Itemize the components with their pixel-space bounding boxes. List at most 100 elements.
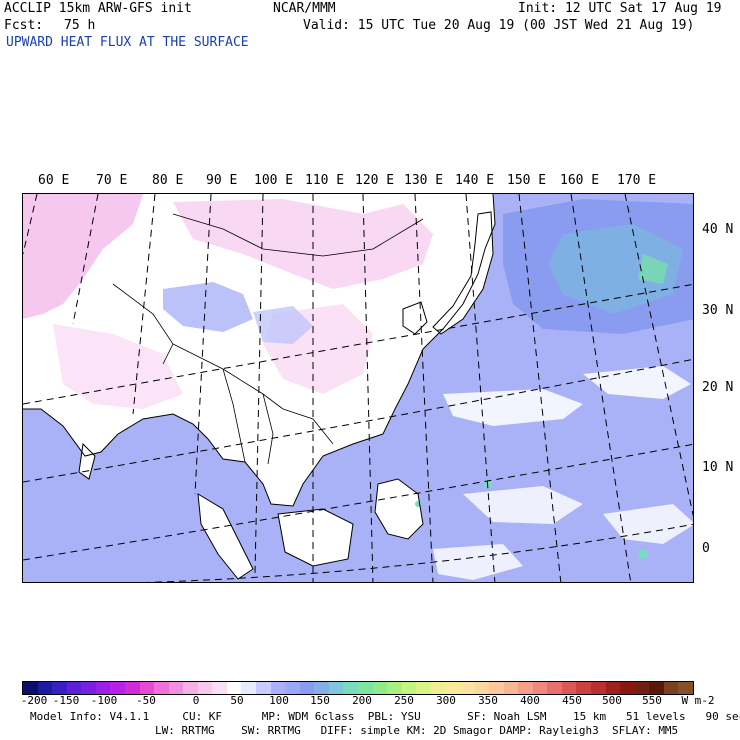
colorbar-swatch [576, 682, 591, 694]
colorbar-tick: 50 [230, 694, 244, 707]
low-flux-patch [603, 504, 693, 544]
colorbar-swatch [328, 682, 344, 694]
colorbar-tick: 150 [310, 694, 330, 707]
colorbar-tick: -100 [90, 694, 118, 707]
lat-label: 0 [702, 541, 710, 556]
island-land [198, 494, 253, 579]
island-land [375, 479, 423, 539]
colorbar-swatch [649, 682, 664, 694]
high-flux-core [548, 224, 683, 314]
island-land [278, 509, 353, 566]
colorbar-swatch [357, 682, 373, 694]
colorbar-swatch [241, 682, 256, 694]
colorbar-swatch [226, 682, 242, 694]
low-flux-patch [433, 544, 523, 580]
colorbar-swatch [52, 682, 67, 694]
model-title: ACCLIP 15km ARW-GFS init [4, 1, 192, 16]
colorbar-swatch [372, 682, 388, 694]
colorbar-swatch [124, 682, 140, 694]
colorbar-swatch [547, 682, 562, 694]
colorbar-tick: 200 [352, 694, 372, 707]
colorbar-swatch [503, 682, 519, 694]
island-land [433, 212, 493, 334]
colorbar-swatch [590, 682, 606, 694]
colorbar-swatch [212, 682, 227, 694]
plateau-flux-patch [163, 282, 253, 332]
color-scale-bar [22, 681, 694, 695]
colorbar-swatch [620, 682, 635, 694]
low-flux-patch [583, 366, 691, 399]
colorbar-swatch [445, 682, 460, 694]
colorbar-swatch [416, 682, 431, 694]
lat-label: 30 N [702, 303, 734, 318]
negative-flux-area [23, 194, 143, 319]
high-flux-core [638, 254, 668, 284]
colorbar-tick: 400 [520, 694, 540, 707]
country-borders [112, 213, 424, 465]
colorbar-swatch [139, 682, 155, 694]
flux-map [23, 194, 693, 582]
colorbar-swatch [183, 682, 198, 694]
colorbar-swatch [256, 682, 271, 694]
colorbar-swatch [430, 682, 446, 694]
colorbar-swatch [110, 682, 125, 694]
lon-label: 60 E [38, 173, 70, 188]
colorbar-swatch [401, 682, 417, 694]
lon-label: 130 E [404, 173, 444, 188]
negative-flux-area [173, 199, 433, 289]
colorbar-tick: -50 [136, 694, 156, 707]
lon-label: 90 E [206, 173, 238, 188]
colorbar-swatch [154, 682, 169, 694]
colorbar-tick: 550 [642, 694, 662, 707]
colorbar-swatch [197, 682, 213, 694]
colorbar-swatch [81, 682, 96, 694]
init-time: Init: 12 UTC Sat 17 Aug 19 [518, 1, 722, 16]
colorbar-swatch [663, 682, 679, 694]
colorbar-tick: 100 [269, 694, 289, 707]
colorbar-swatch [95, 682, 111, 694]
convective-cell [638, 549, 648, 559]
colorbar-swatch [343, 682, 358, 694]
colorbar-swatch [66, 682, 82, 694]
colorbar-swatch [678, 682, 693, 694]
lat-label: 40 N [702, 222, 734, 237]
colorbar-tick: -150 [52, 694, 80, 707]
colorbar-swatch [634, 682, 650, 694]
colorbar-swatch [270, 682, 286, 694]
map-panel [22, 193, 694, 583]
coastlines [23, 194, 496, 580]
lon-label: 150 E [507, 173, 547, 188]
colorbar-tick: 350 [478, 694, 498, 707]
lon-label: 110 E [305, 173, 345, 188]
colorbar-tick: 0 [192, 694, 200, 707]
colorbar-swatch [285, 682, 300, 694]
colorbar-tick: 500 [602, 694, 622, 707]
colorbar-swatch [605, 682, 621, 694]
field-title: UPWARD HEAT FLUX AT THE SURFACE [6, 35, 249, 50]
colorbar-swatch [37, 682, 53, 694]
forecast-label: Fcst: [4, 18, 44, 33]
colorbar-units: W m-2 [681, 694, 715, 707]
colorbar-swatch [474, 682, 489, 694]
lon-label: 170 E [617, 173, 657, 188]
colorbar-swatch [387, 682, 402, 694]
lon-label: 100 E [254, 173, 294, 188]
valid-time: Valid: 15 UTC Tue 20 Aug 19 (00 JST Wed … [303, 18, 695, 33]
lon-label: 70 E [96, 173, 128, 188]
lon-label: 160 E [560, 173, 600, 188]
model-info-line1: Model Info: V4.1.1 CU: KF MP: WDM 6class… [30, 710, 740, 723]
colorbar-tick: 250 [394, 694, 414, 707]
graticule [23, 194, 693, 582]
colorbar-swatch [459, 682, 475, 694]
lon-label: 120 E [355, 173, 395, 188]
colorbar-tick: 450 [562, 694, 582, 707]
colorbar-swatch [561, 682, 577, 694]
lon-label: 80 E [152, 173, 184, 188]
colorbar-swatch [23, 682, 38, 694]
colorbar-swatch [168, 682, 184, 694]
lon-label: 140 E [455, 173, 495, 188]
colorbar-swatch [314, 682, 329, 694]
plateau-flux-patch [253, 306, 313, 344]
colorbar-tick: 300 [436, 694, 456, 707]
colorbar-swatch [518, 682, 533, 694]
